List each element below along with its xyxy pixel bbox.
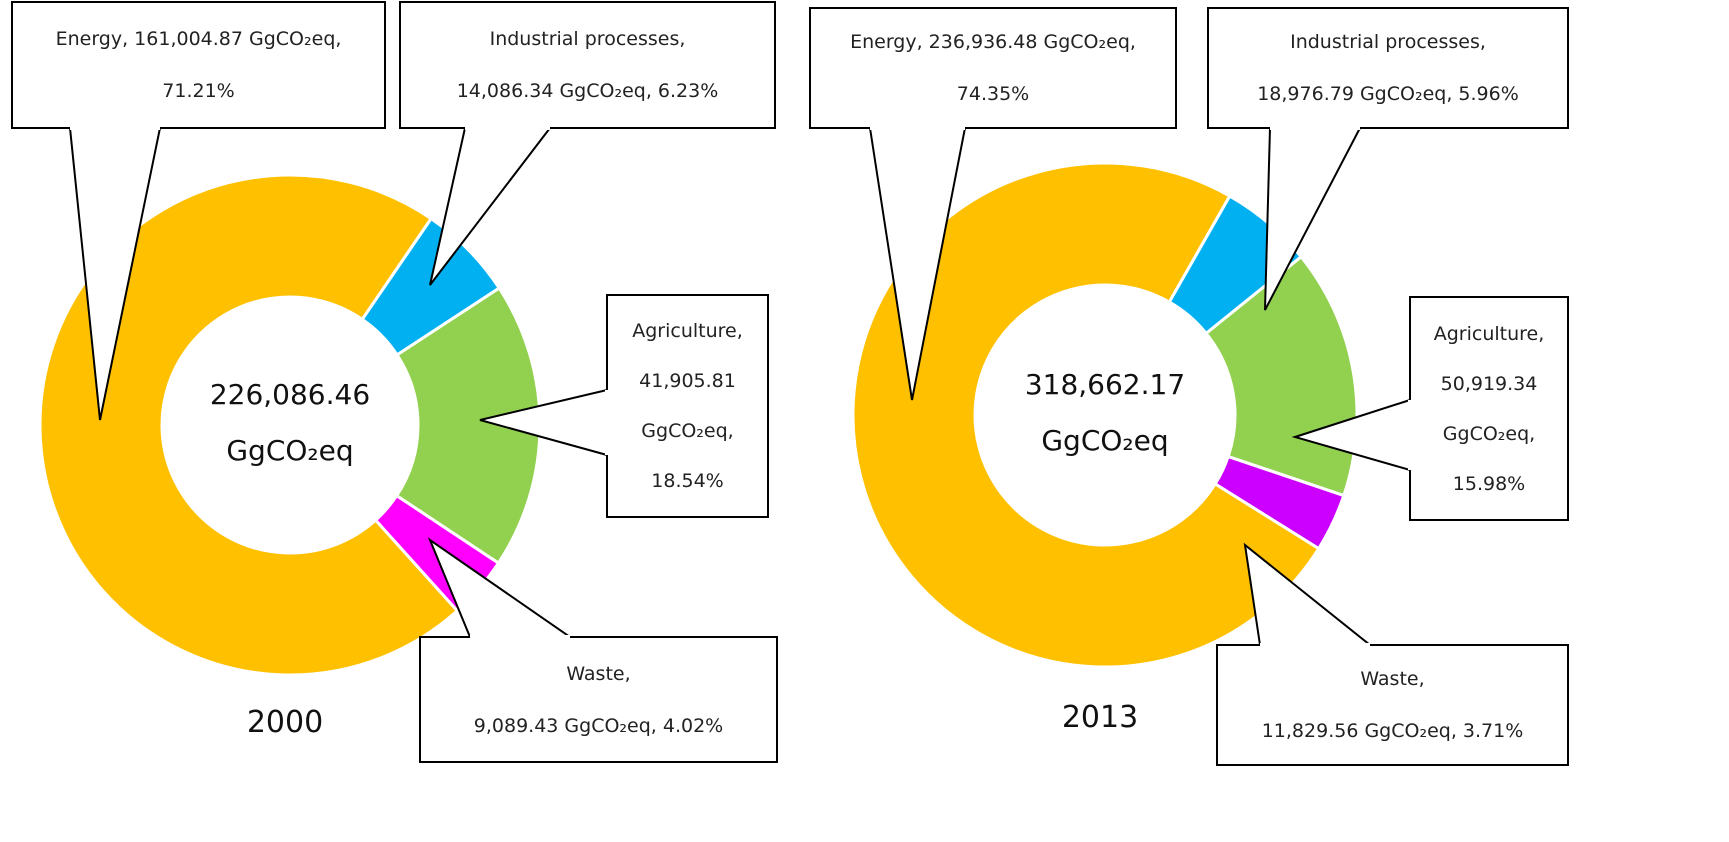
- callout-label: Energy, 236,936.48 GgCO₂eq, 74.35%: [850, 31, 1136, 105]
- callout-box: [809, 7, 1177, 129]
- center-label: 318,662.17 GgCO₂eq: [1024, 368, 1186, 457]
- callout-label: Agriculture, 50,919.34 GgCO₂eq, 15.98%: [1433, 322, 1545, 495]
- callout-label: Waste, 11,829.56 GgCO₂eq, 3.71%: [1261, 668, 1524, 742]
- callout-box: [399, 1, 776, 129]
- chart-title: 2013: [1061, 700, 1139, 735]
- callout-label: Industrial processes, 14,086.34 GgCO₂eq,…: [456, 28, 719, 102]
- callout-box: [419, 636, 778, 763]
- callout-label: Industrial processes, 18,976.79 GgCO₂eq,…: [1257, 31, 1519, 105]
- callout-label: Waste, 9,089.43 GgCO₂eq, 4.02%: [473, 662, 724, 737]
- donut-slice: [38, 173, 460, 677]
- callout-label: Agriculture, 41,905.81 GgCO₂eq, 18.54%: [632, 320, 743, 492]
- donut-slice: [851, 161, 1321, 669]
- callout-label: Energy, 161,004.87 GgCO₂eq, 71.21%: [55, 28, 342, 102]
- callout-box: [606, 294, 769, 518]
- center-label: 226,086.46 GgCO₂eq: [209, 378, 371, 467]
- callout-box: [1216, 644, 1569, 766]
- callout-box: [11, 1, 386, 129]
- callout-pointer: [429, 127, 553, 286]
- callout-box: [1207, 7, 1569, 129]
- chart-title: 2000: [246, 705, 324, 740]
- donut-slice: [394, 286, 542, 566]
- donut-slice: [1213, 454, 1346, 551]
